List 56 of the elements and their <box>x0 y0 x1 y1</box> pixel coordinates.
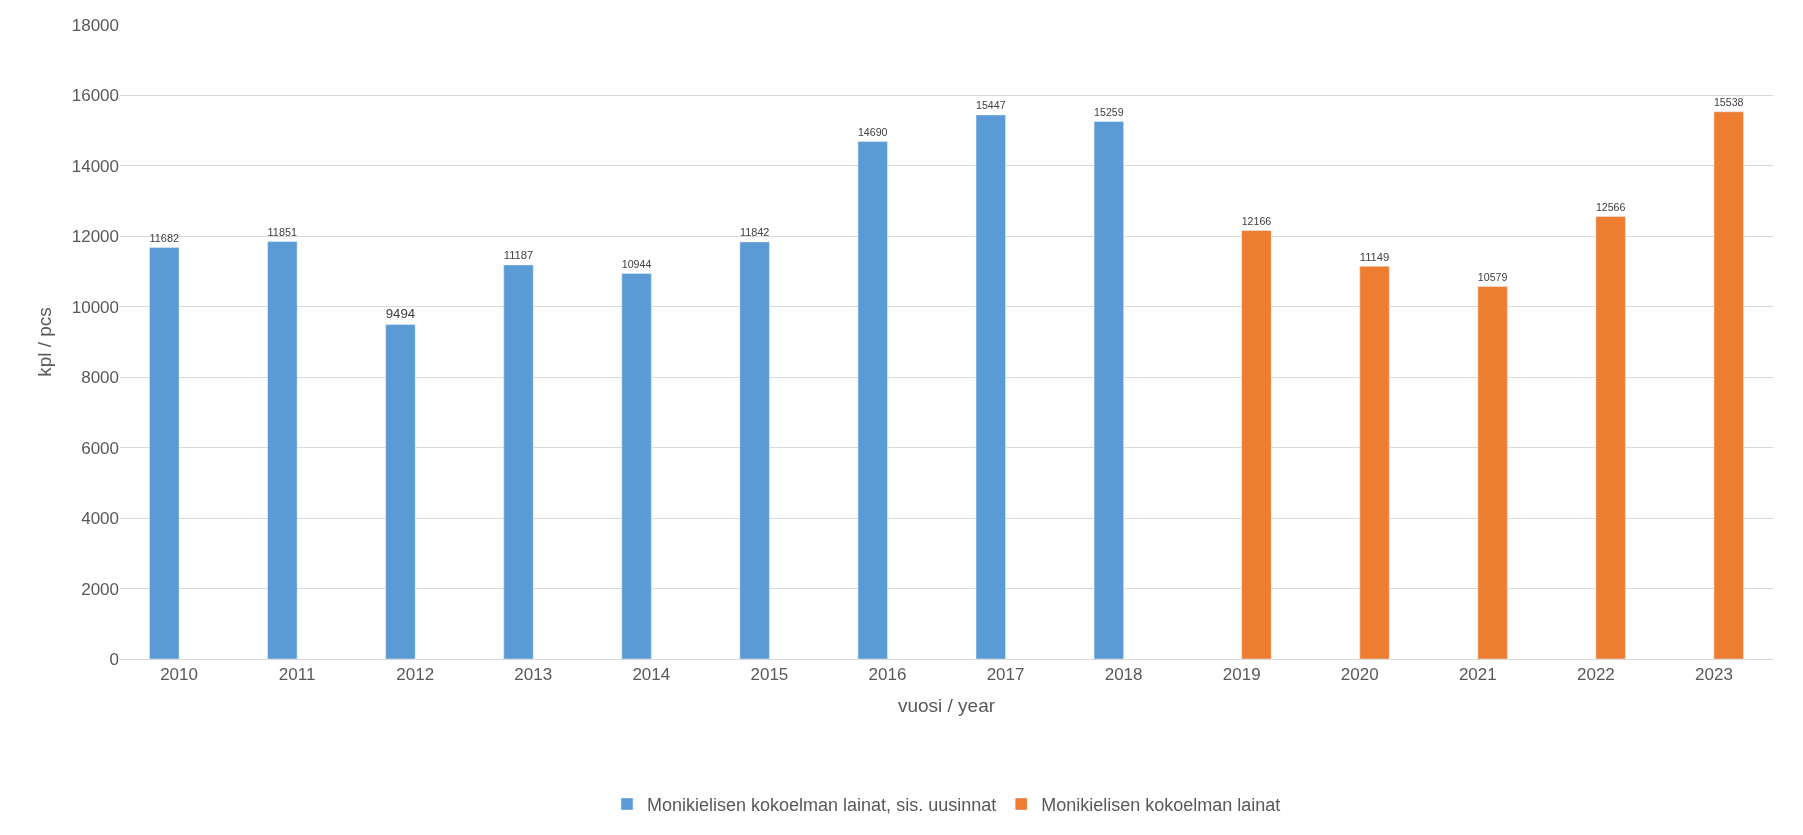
y-tick-label: 18000 <box>71 15 119 35</box>
bar <box>621 273 652 659</box>
bar <box>857 141 888 659</box>
x-tick-label: 2017 <box>986 665 1025 685</box>
data-label: 10944 <box>621 258 652 271</box>
y-tick-label: 12000 <box>71 227 119 247</box>
data-label: 11682 <box>149 231 180 244</box>
x-tick-label: 2018 <box>1104 665 1143 685</box>
bar <box>503 264 534 659</box>
data-label: 10579 <box>1477 270 1508 283</box>
x-tick-label: 2011 <box>278 665 316 685</box>
bar <box>975 114 1006 659</box>
data-label: 9494 <box>385 306 416 322</box>
y-tick-label: 14000 <box>71 156 119 176</box>
bar <box>267 241 298 659</box>
y-tick-label: 8000 <box>81 368 119 388</box>
y-tick-label: 4000 <box>81 509 119 529</box>
bar <box>385 324 416 659</box>
bar <box>149 247 180 659</box>
bar <box>1241 230 1272 659</box>
y-tick-label: 16000 <box>71 86 119 106</box>
x-tick-label: 2019 <box>1222 665 1261 685</box>
bar <box>1093 121 1124 659</box>
bar <box>1595 216 1626 659</box>
data-label: 11187 <box>503 249 534 262</box>
x-tick-label: 2016 <box>868 665 907 685</box>
bar <box>739 241 770 659</box>
x-tick-label: 2010 <box>160 665 198 685</box>
data-label: 12166 <box>1241 214 1272 227</box>
x-tick-label: 2015 <box>750 665 789 685</box>
x-tick-label: 2021 <box>1458 665 1497 685</box>
x-tick-label: 2013 <box>514 665 553 685</box>
data-label: 11842 <box>739 226 770 239</box>
data-label: 14690 <box>857 126 888 139</box>
data-label: 11149 <box>1359 250 1390 263</box>
x-tick-label: 2012 <box>396 665 435 685</box>
y-tick-label: 0 <box>109 649 119 669</box>
legend-label: Monikielisen kokoelman lainat <box>1041 795 1281 816</box>
y-tick-label: 2000 <box>81 579 119 599</box>
data-label: 15538 <box>1713 96 1744 109</box>
data-label: 15447 <box>976 99 1006 112</box>
y-axis-title: kpl / pcs <box>33 307 55 377</box>
x-axis-title: vuosi / year <box>897 695 996 717</box>
bar <box>1477 286 1508 659</box>
bar <box>1713 111 1744 659</box>
x-tick-label: 2023 <box>1695 665 1733 685</box>
legend-label: Monikielisen kokoelman lainat, sis. uusinnat <box>647 795 997 816</box>
data-label: 12566 <box>1595 200 1626 213</box>
x-tick-label: 2022 <box>1576 665 1615 685</box>
x-tick-label: 2014 <box>632 665 671 685</box>
data-label: 11851 <box>267 226 298 239</box>
bar <box>1359 266 1390 659</box>
x-tick-label: 2020 <box>1340 665 1379 685</box>
y-tick-label: 10000 <box>71 297 119 317</box>
y-tick-label: 6000 <box>81 438 119 458</box>
data-label: 15259 <box>1094 106 1124 119</box>
